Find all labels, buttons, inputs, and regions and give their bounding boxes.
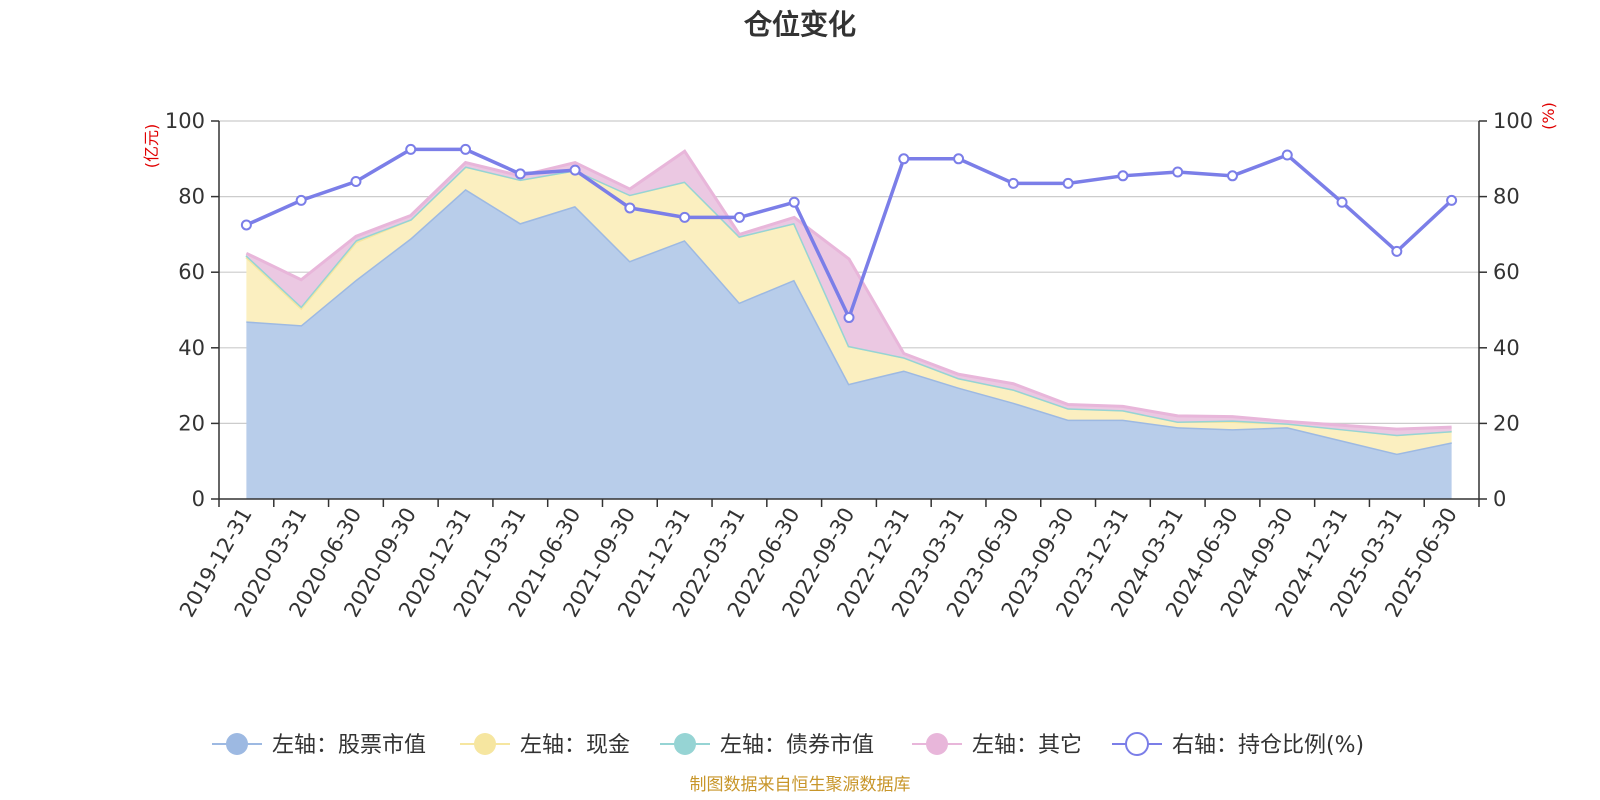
ratio-point	[405, 143, 417, 155]
area-series	[245, 149, 1452, 500]
x-axis-tick-labels: 2019-12-312020-03-312020-06-302020-09-30…	[175, 504, 1462, 622]
legend-label: 左轴：其它	[972, 733, 1082, 758]
left-axis-tick-label: 40	[178, 336, 205, 360]
ratio-point	[733, 211, 745, 223]
legend-label: 左轴：股票市值	[272, 733, 426, 758]
left-axis-tick-label: 60	[178, 260, 205, 284]
ratio-point	[788, 196, 800, 208]
legend-marker	[1125, 732, 1149, 756]
right-axis-tick-label: 40	[1493, 336, 1520, 360]
legend[interactable]: 左轴：股票市值 左轴：现金 左轴：债券市值 左轴：其它 右轴：持仓比例(%)	[212, 732, 1364, 758]
ratio-point	[1446, 194, 1458, 206]
ratio-point	[1062, 177, 1074, 189]
legend-marker	[674, 733, 696, 755]
legend-label: 右轴：持仓比例(%)	[1172, 733, 1364, 758]
ratio-point	[569, 164, 581, 176]
legend-marker	[226, 733, 248, 755]
ratio-point	[514, 168, 526, 180]
ratio-point	[1336, 196, 1348, 208]
ratio-point	[1172, 166, 1184, 178]
ratio-point	[460, 143, 472, 155]
right-axis-tick-label: 0	[1493, 487, 1506, 511]
left-axis-tick-label: 0	[192, 487, 205, 511]
ratio-point	[1007, 177, 1019, 189]
area-edge-line	[245, 149, 1452, 431]
left-axis-tick-label: 100	[165, 109, 205, 133]
ratio-point	[624, 202, 636, 214]
right-axis-unit: (%)	[1539, 102, 1558, 130]
legend-item[interactable]: 左轴：债券市值	[660, 733, 874, 758]
legend-item[interactable]: 左轴：现金	[460, 733, 630, 758]
legend-label: 左轴：现金	[520, 733, 630, 758]
ratio-point	[898, 153, 910, 165]
ratio-point	[1281, 149, 1293, 161]
legend-marker	[926, 733, 948, 755]
ratio-line-series	[240, 143, 1458, 324]
ratio-point	[1117, 170, 1129, 182]
ratio-point	[350, 175, 362, 187]
left-axis-tick-label: 80	[178, 185, 205, 209]
legend-item[interactable]: 左轴：其它	[912, 733, 1082, 758]
area-fill	[246, 189, 1452, 500]
ratio-point	[240, 219, 252, 231]
legend-item[interactable]: 左轴：股票市值	[212, 733, 426, 758]
ratio-point	[295, 194, 307, 206]
legend-item[interactable]: 右轴：持仓比例(%)	[1112, 732, 1364, 758]
chart-title: 仓位变化	[744, 8, 856, 41]
ratio-point	[953, 153, 965, 165]
ratio-point	[843, 312, 855, 324]
left-axis-unit: (亿元)	[142, 124, 161, 169]
source-note: 制图数据来自恒生聚源数据库	[690, 775, 911, 795]
ratio-point	[1391, 245, 1403, 257]
legend-marker	[474, 733, 496, 755]
left-axis-tick-label: 20	[178, 411, 205, 435]
legend-label: 左轴：债券市值	[720, 733, 874, 758]
right-axis-tick-label: 80	[1493, 185, 1520, 209]
axes: (亿元) (%) 0 20 40 60 80 100 0 20 40 60 80 100	[142, 102, 1558, 511]
ratio-point	[679, 211, 691, 223]
right-axis-tick-label: 60	[1493, 260, 1520, 284]
right-axis-tick-label: 100	[1493, 109, 1533, 133]
ratio-point	[1226, 170, 1238, 182]
right-axis-tick-label: 20	[1493, 411, 1520, 435]
area-fill	[246, 151, 1452, 435]
